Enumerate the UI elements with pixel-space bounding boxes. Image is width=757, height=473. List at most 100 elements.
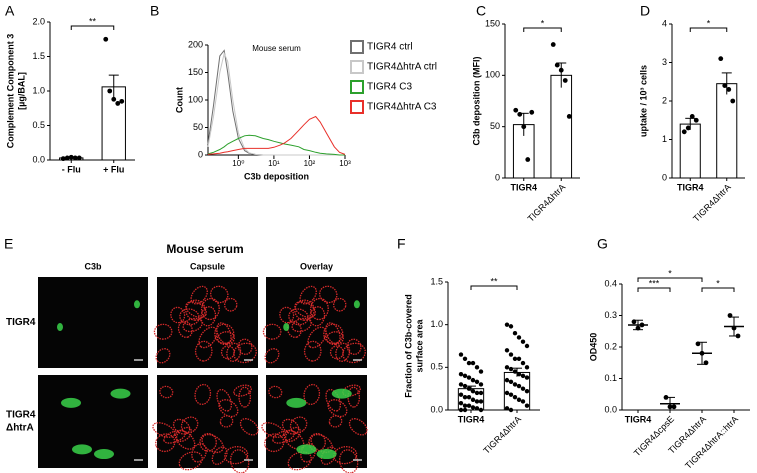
data-point: [504, 348, 510, 353]
data-point: [520, 373, 526, 379]
panel-letter: E: [4, 236, 13, 252]
cell-outline: [220, 345, 235, 360]
data-point: [478, 407, 484, 413]
c3b-signal: [72, 444, 92, 455]
legend-swatch: [350, 80, 364, 94]
y-tick-label: 0: [495, 172, 500, 182]
cell-outline: [239, 418, 259, 436]
data-point: [512, 356, 518, 361]
data-point: [520, 339, 526, 344]
cell-outline: [198, 326, 218, 349]
data-point: [508, 324, 514, 329]
data-point: [68, 154, 74, 160]
y-tick-label: 0.5: [32, 120, 45, 130]
micrograph-image: [266, 375, 367, 468]
c3b-signal: [110, 388, 131, 399]
data-point: [520, 399, 526, 404]
cell-outline: [163, 429, 187, 444]
data-point: [462, 373, 468, 379]
cell-outline: [180, 416, 199, 434]
micrograph-image: [38, 375, 148, 468]
c3b-signal: [57, 323, 63, 332]
data-point: [458, 407, 464, 413]
data-point: [524, 365, 530, 370]
significance-label: **: [89, 16, 97, 26]
cell-outline: [224, 446, 249, 465]
data-point: [524, 403, 530, 408]
significance-bracket: [637, 277, 703, 282]
data-point: [525, 157, 531, 162]
cell-outline: [153, 323, 173, 340]
x-tick-label: TIGR4: [510, 182, 537, 192]
data-point: [107, 88, 113, 94]
data-point: [516, 356, 522, 361]
cell-outline: [303, 340, 322, 362]
y-tick-label: 0: [198, 149, 203, 159]
row-label: TIGR4: [6, 410, 36, 421]
c3b-signal: [94, 449, 114, 460]
y-tick-label: 150: [188, 67, 203, 77]
data-point: [504, 365, 510, 370]
significance-label: *: [541, 18, 545, 28]
cell-outline: [328, 415, 343, 428]
cell-outline: [261, 422, 285, 438]
data-point: [115, 101, 121, 106]
cell-outline: [170, 306, 186, 324]
data-point: [466, 360, 472, 366]
data-point: [76, 155, 82, 161]
data-point: [478, 369, 484, 374]
y-tick-label: 50: [193, 122, 203, 132]
significance-bracket: [637, 287, 671, 292]
data-point: [731, 325, 737, 331]
data-point: [512, 331, 518, 336]
data-point: [72, 155, 78, 161]
data-point: [119, 98, 125, 104]
cell-outline: [307, 326, 327, 349]
cell-outline: [325, 388, 342, 412]
data-point: [470, 405, 476, 410]
data-point: [470, 389, 476, 394]
c3b-signal: [134, 300, 140, 309]
cell-outline: [155, 433, 176, 453]
cell-outline: [348, 418, 368, 436]
data-point: [524, 375, 530, 380]
cell-outline: [190, 285, 208, 305]
data-point: [60, 156, 66, 162]
data-point: [689, 114, 695, 119]
data-point: [466, 386, 472, 391]
cell-outline: [291, 317, 312, 333]
cell-outline: [219, 415, 234, 428]
data-point: [516, 335, 522, 340]
data-point: [458, 352, 464, 357]
cell-outline: [159, 385, 174, 399]
cell-outline: [155, 348, 171, 364]
data-point: [470, 360, 476, 366]
data-point: [470, 397, 476, 402]
data-point: [474, 406, 480, 411]
data-point: [478, 382, 484, 387]
cell-outline: [185, 299, 206, 321]
cell-outline: [237, 338, 253, 355]
y-tick-label: 0.0: [32, 154, 45, 164]
cell-outline: [191, 443, 207, 463]
data-point: [521, 124, 527, 130]
x-tick-label: 10⁰: [232, 159, 244, 168]
y-tick-label: 0.4: [604, 278, 617, 288]
y-tick-label: 4: [662, 18, 667, 28]
c3b-signal: [353, 300, 360, 309]
y-tick-label: 0.5: [430, 362, 443, 372]
column-header: Capsule: [190, 261, 225, 271]
data-point: [562, 78, 568, 83]
row-label: TIGR4: [6, 317, 36, 328]
data-point: [639, 322, 645, 328]
x-tick-label: TIGR4: [458, 414, 485, 424]
cell-outline: [308, 432, 326, 452]
data-point: [504, 322, 510, 327]
cell-outline: [325, 331, 345, 346]
data-point: [462, 407, 468, 413]
c3b-signal: [61, 397, 81, 408]
data-point: [474, 390, 480, 396]
y-tick-label: 1.0: [32, 85, 45, 95]
y-axis-label: [µg/BAL]: [16, 72, 26, 110]
y-axis-label: Fraction of C3b-covered: [403, 294, 413, 398]
